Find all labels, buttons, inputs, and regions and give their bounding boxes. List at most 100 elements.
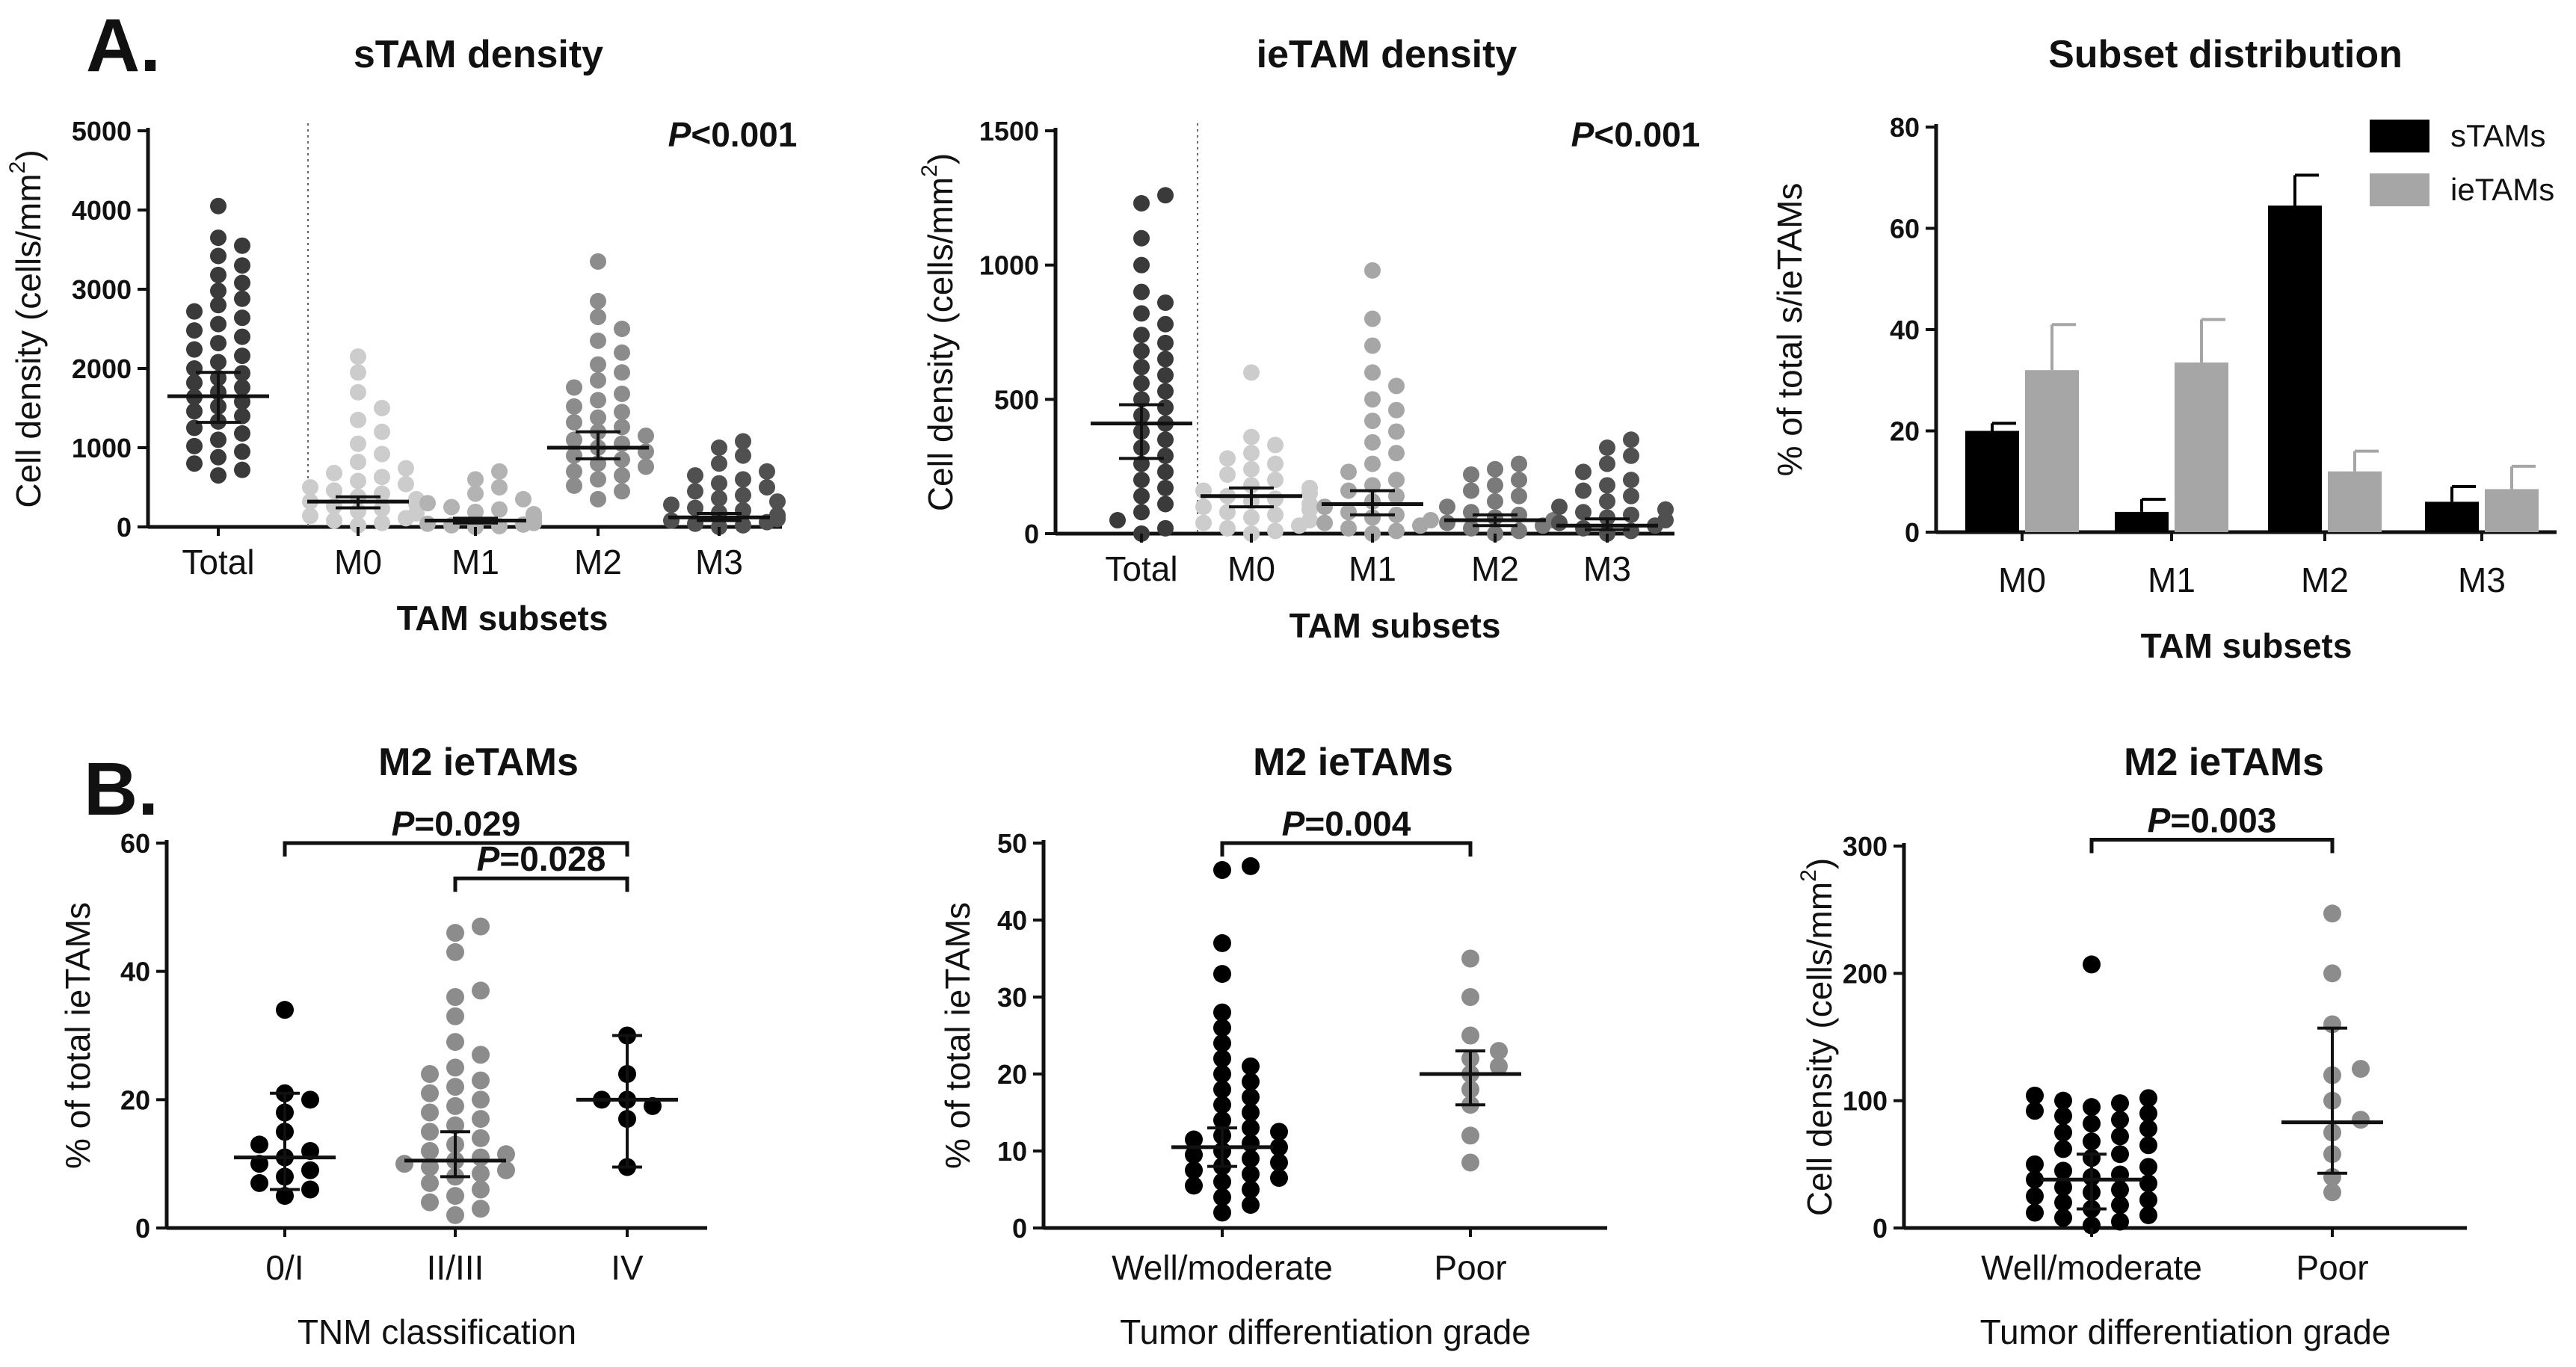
data-point — [1157, 294, 1174, 311]
y-tick-label: 5000 — [72, 116, 132, 146]
y-tick-label: 10 — [997, 1136, 1027, 1167]
data-point — [250, 1155, 268, 1173]
data-point — [566, 447, 582, 464]
data-point — [1267, 490, 1284, 507]
data-point — [234, 407, 250, 425]
data-point — [1213, 1065, 1231, 1083]
data-point — [301, 1090, 319, 1109]
data-point — [301, 1180, 319, 1199]
data-point — [2139, 1136, 2157, 1155]
x-tick-label: 0/I — [265, 1248, 303, 1287]
data-point — [2054, 1140, 2072, 1158]
x-tick-label: M2 — [574, 543, 622, 581]
data-point — [1575, 504, 1591, 521]
data-point — [2083, 1216, 2101, 1235]
data-point — [1267, 472, 1284, 489]
significance-bracket — [283, 841, 629, 857]
y-tick-label: 200 — [1843, 958, 1888, 989]
data-point — [1157, 366, 1174, 383]
data-point — [2054, 1161, 2072, 1180]
p-value-label: P=0.003 — [2148, 800, 2277, 839]
y-tick-label: 1000 — [72, 433, 132, 463]
data-point — [1623, 506, 1639, 523]
data-point — [186, 437, 203, 454]
significance-bracket — [453, 876, 629, 892]
data-point — [1195, 499, 1212, 516]
data-point — [614, 344, 630, 361]
data-point — [234, 443, 250, 460]
data-point — [234, 379, 250, 396]
data-point — [1242, 1087, 1260, 1106]
data-point — [1195, 514, 1212, 531]
data-point — [1157, 315, 1174, 333]
data-point — [1133, 229, 1150, 247]
data-point — [421, 1065, 439, 1083]
data-point — [1340, 504, 1357, 521]
y-tick-label: 40 — [120, 957, 150, 987]
x-tick-label: M3 — [695, 543, 743, 581]
x-tick-label: Poor — [2296, 1248, 2368, 1287]
data-point — [1316, 499, 1333, 516]
data-point — [1242, 1057, 1260, 1076]
data-point — [2111, 1127, 2129, 1146]
data-point — [566, 379, 582, 396]
data-point — [472, 1200, 490, 1218]
data-point — [301, 1161, 319, 1179]
data-point — [446, 942, 464, 961]
x-tick-label: Total — [1105, 549, 1177, 588]
data-point — [497, 1145, 515, 1164]
data-point — [1270, 1169, 1288, 1188]
data-point — [1388, 377, 1405, 395]
data-point — [566, 431, 582, 448]
data-point — [1213, 1080, 1231, 1099]
data-point — [1133, 256, 1150, 274]
data-point — [1242, 1103, 1260, 1122]
data-point — [1213, 1019, 1231, 1037]
data-point — [1490, 1042, 1508, 1061]
data-point — [250, 1135, 268, 1154]
data-point — [2139, 1158, 2157, 1176]
data-point — [276, 1001, 294, 1019]
x-tick-label: Well/moderate — [1112, 1248, 1333, 1287]
data-point — [1461, 949, 1479, 968]
bar-ietams — [2175, 362, 2228, 532]
panel-label-b: B. — [84, 747, 158, 831]
data-point — [467, 471, 484, 488]
data-point — [590, 392, 606, 409]
data-point — [1657, 501, 1674, 518]
data-point — [1213, 965, 1231, 984]
data-point — [1388, 506, 1405, 523]
x-axis-label: TAM subsets — [2141, 626, 2352, 665]
data-point — [1623, 472, 1639, 489]
data-point — [1157, 431, 1174, 448]
data-point — [2139, 1174, 2157, 1193]
data-point — [1388, 472, 1405, 489]
data-point — [234, 365, 250, 382]
data-point — [1623, 447, 1639, 464]
data-point — [421, 1084, 439, 1102]
data-point — [566, 398, 582, 415]
data-point — [1623, 431, 1639, 448]
data-point — [1364, 262, 1381, 279]
data-point — [2054, 1209, 2072, 1227]
data-point — [1243, 364, 1260, 381]
y-tick-label: 0 — [135, 1213, 150, 1244]
data-point — [1511, 472, 1527, 489]
data-point — [446, 1058, 464, 1077]
data-point — [186, 360, 203, 377]
bar-stams — [2268, 206, 2322, 532]
y-tick-label: 1000 — [979, 250, 1039, 281]
data-point — [210, 431, 227, 448]
data-point — [1219, 450, 1236, 467]
data-point — [210, 448, 227, 466]
y-tick-label: 0 — [1012, 1213, 1027, 1244]
data-point — [374, 500, 390, 517]
data-point — [1439, 499, 1455, 516]
data-point — [1242, 1164, 1260, 1183]
data-point — [1242, 1073, 1260, 1091]
data-point — [2111, 1094, 2129, 1113]
data-point — [614, 321, 630, 337]
data-point — [1242, 857, 1260, 875]
data-point — [1133, 283, 1150, 300]
